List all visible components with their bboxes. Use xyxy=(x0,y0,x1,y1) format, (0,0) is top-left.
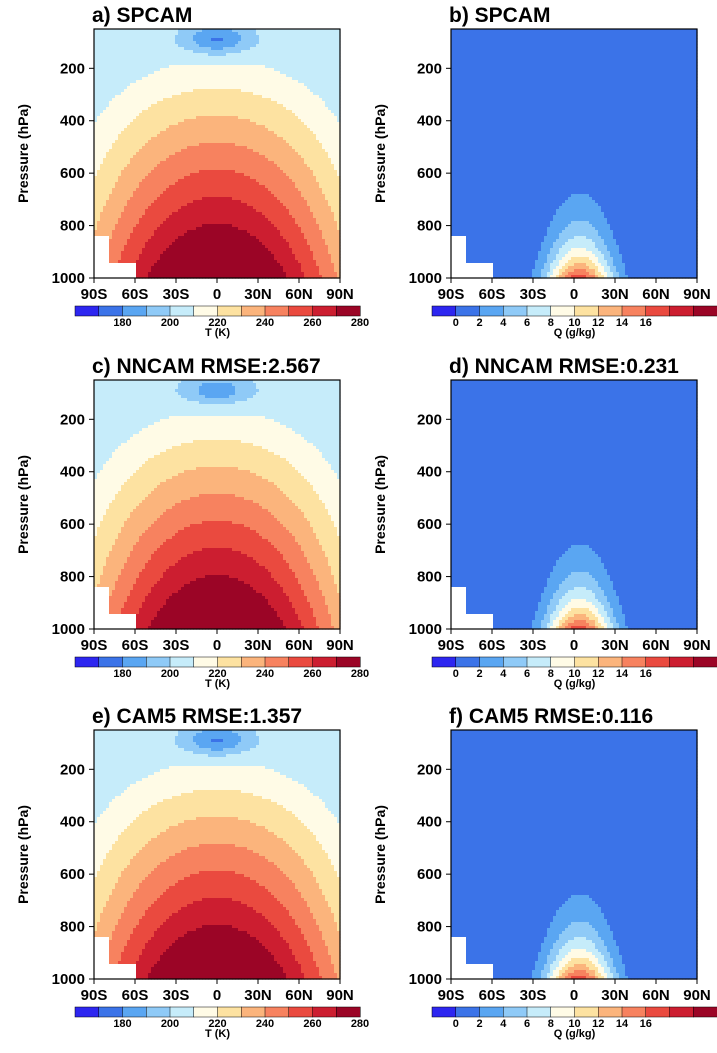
contour-field xyxy=(94,29,341,279)
panel-title: a) SPCAM xyxy=(92,4,192,27)
